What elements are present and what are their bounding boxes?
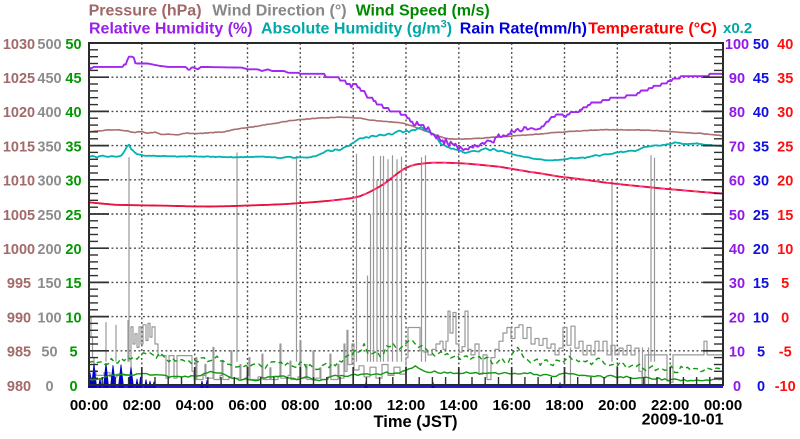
svg-text:1015: 1015	[3, 139, 35, 155]
svg-text:1025: 1025	[3, 71, 35, 87]
svg-text:50: 50	[729, 208, 745, 224]
svg-text:45: 45	[753, 71, 769, 87]
svg-text:-10: -10	[775, 379, 796, 395]
svg-text:14:00: 14:00	[440, 397, 478, 414]
svg-text:12:00: 12:00	[387, 397, 425, 414]
svg-text:Rain Rate(mm/h): Rain Rate(mm/h)	[460, 21, 587, 38]
svg-text:10: 10	[753, 310, 769, 326]
svg-text:40: 40	[777, 37, 793, 53]
svg-text:100: 100	[725, 37, 749, 53]
svg-text:0: 0	[757, 379, 765, 395]
svg-text:1020: 1020	[3, 105, 35, 121]
svg-text:40: 40	[65, 105, 81, 121]
svg-text:0: 0	[45, 379, 53, 395]
svg-text:1005: 1005	[3, 208, 35, 224]
svg-text:1000: 1000	[3, 242, 35, 258]
svg-text:00:00: 00:00	[704, 397, 742, 414]
svg-text:Temperature (°C): Temperature (°C)	[588, 21, 717, 38]
svg-text:50: 50	[65, 37, 81, 53]
svg-text:980: 980	[7, 379, 31, 395]
svg-text:30: 30	[65, 174, 81, 190]
svg-text:300: 300	[37, 174, 61, 190]
svg-text:80: 80	[729, 105, 745, 121]
svg-text:04:00: 04:00	[176, 397, 214, 414]
svg-text:5: 5	[757, 345, 765, 361]
svg-text:18:00: 18:00	[545, 397, 583, 414]
svg-text:500: 500	[37, 37, 61, 53]
svg-text:02:00: 02:00	[123, 397, 161, 414]
svg-text:10: 10	[777, 242, 793, 258]
svg-text:15: 15	[65, 276, 81, 292]
svg-text:1010: 1010	[3, 174, 35, 190]
svg-text:10:00: 10:00	[334, 397, 372, 414]
svg-text:400: 400	[37, 105, 61, 121]
svg-text:00:00: 00:00	[70, 397, 108, 414]
svg-text:20: 20	[777, 174, 793, 190]
svg-text:20: 20	[65, 242, 81, 258]
svg-text:Pressure (hPa): Pressure (hPa)	[89, 3, 202, 20]
svg-text:22:00: 22:00	[651, 397, 689, 414]
svg-text:40: 40	[753, 105, 769, 121]
svg-text:150: 150	[37, 276, 61, 292]
svg-text:35: 35	[65, 139, 81, 155]
svg-text:995: 995	[7, 276, 31, 292]
svg-text:08:00: 08:00	[281, 397, 319, 414]
svg-text:990: 990	[7, 310, 31, 326]
svg-text:60: 60	[729, 174, 745, 190]
svg-text:15: 15	[753, 276, 769, 292]
svg-text:5: 5	[69, 345, 77, 361]
svg-text:10: 10	[729, 345, 745, 361]
svg-text:985: 985	[7, 345, 31, 361]
svg-text:70: 70	[729, 139, 745, 155]
svg-text:Absolute Humidity (g/m3): Absolute Humidity (g/m3)	[261, 19, 452, 38]
svg-text:200: 200	[37, 242, 61, 258]
svg-text:20: 20	[753, 242, 769, 258]
svg-text:2009-10-01: 2009-10-01	[642, 412, 724, 429]
svg-text:25: 25	[65, 208, 81, 224]
svg-text:x0.2: x0.2	[723, 20, 752, 37]
svg-text:25: 25	[777, 139, 793, 155]
svg-text:06:00: 06:00	[228, 397, 266, 414]
svg-text:45: 45	[65, 71, 81, 87]
svg-text:0: 0	[781, 310, 789, 326]
svg-text:50: 50	[753, 37, 769, 53]
svg-text:30: 30	[729, 276, 745, 292]
svg-text:30: 30	[753, 174, 769, 190]
svg-text:Wind Direction (°): Wind Direction (°)	[212, 3, 346, 20]
svg-text:Relative Humidity (%): Relative Humidity (%)	[89, 21, 253, 38]
svg-text:40: 40	[729, 242, 745, 258]
svg-text:50: 50	[41, 345, 57, 361]
svg-text:0: 0	[733, 379, 741, 395]
svg-text:450: 450	[37, 71, 61, 87]
svg-text:16:00: 16:00	[493, 397, 531, 414]
svg-text:35: 35	[753, 139, 769, 155]
svg-text:15: 15	[777, 208, 793, 224]
svg-text:-5: -5	[779, 345, 792, 361]
svg-text:30: 30	[777, 105, 793, 121]
svg-text:35: 35	[777, 71, 793, 87]
svg-text:5: 5	[781, 276, 789, 292]
svg-text:250: 250	[37, 208, 61, 224]
svg-text:Time (JST): Time (JST)	[373, 413, 457, 431]
svg-text:20:00: 20:00	[598, 397, 636, 414]
svg-text:10: 10	[65, 310, 81, 326]
svg-text:90: 90	[729, 71, 745, 87]
svg-text:1030: 1030	[3, 37, 35, 53]
svg-text:Wind Speed (m/s): Wind Speed (m/s)	[356, 3, 490, 20]
svg-text:350: 350	[37, 139, 61, 155]
svg-text:100: 100	[37, 310, 61, 326]
svg-text:0: 0	[69, 379, 77, 395]
svg-text:20: 20	[729, 310, 745, 326]
svg-text:25: 25	[753, 208, 769, 224]
